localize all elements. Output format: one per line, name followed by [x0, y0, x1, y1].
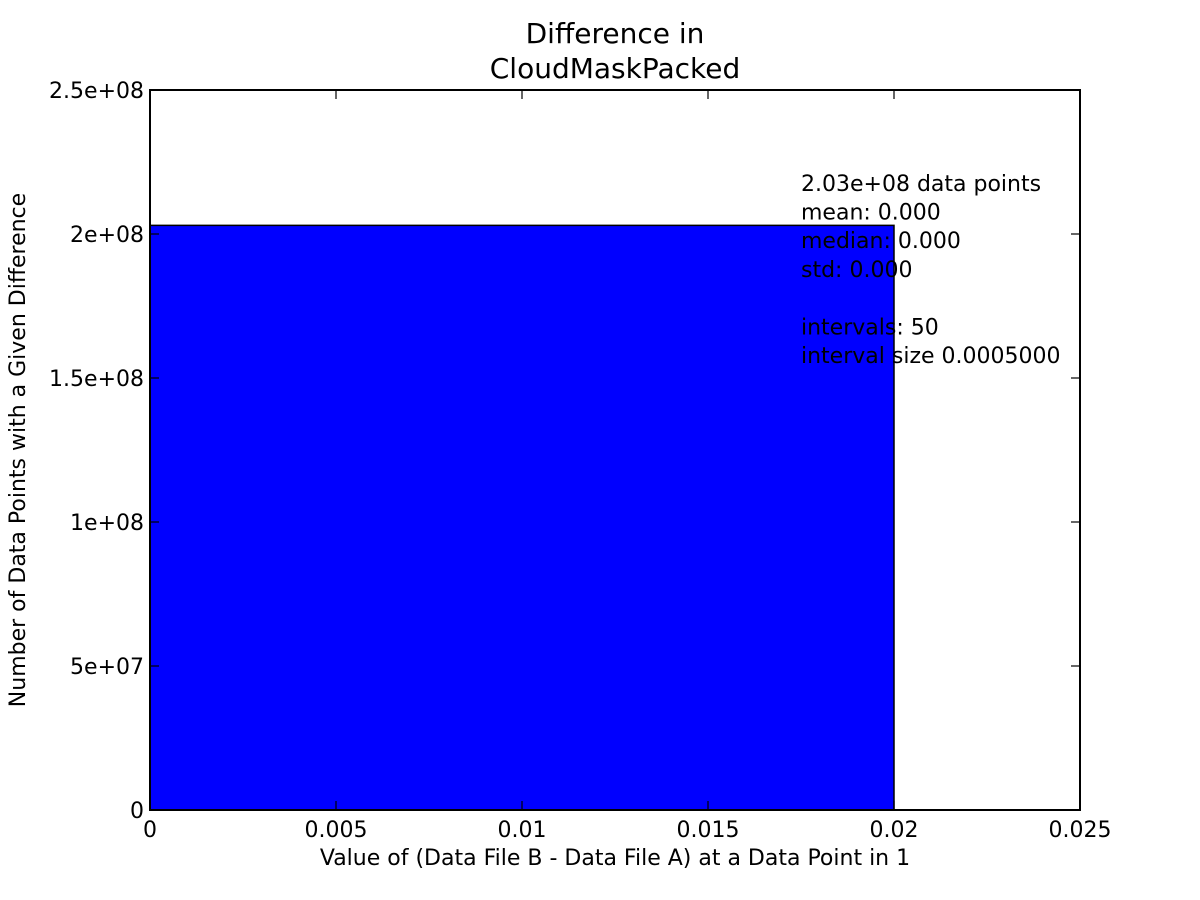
x-tick-label-3: 0.015	[677, 818, 740, 843]
annotation-line-0: 2.03e+08 data points	[801, 172, 1041, 197]
y-tick-label-1: 5e+07	[70, 655, 144, 680]
annotation-line-5: intervals: 50	[801, 315, 939, 340]
y-tick-label-5: 2.5e+08	[49, 79, 144, 104]
annotation-line-3: std: 0.000	[801, 258, 912, 283]
x-tick-label-2: 0.01	[498, 818, 547, 843]
stats-annotation: 2.03e+08 data points mean: 0.000 median: 0…	[801, 172, 1061, 369]
x-tick-label-1: 0.005	[305, 818, 368, 843]
x-axis-label: Value of (Data File B - Data File A) at …	[320, 846, 910, 871]
x-tick-label-0: 0	[143, 818, 157, 843]
x-tick-label-4: 0.02	[870, 818, 919, 843]
plot-area-frame	[149, 89, 1081, 811]
y-axis-label: Number of Data Points with a Given Diffe…	[6, 193, 31, 707]
x-tick-labels: 0 0.005 0.01 0.015 0.02 0.025	[143, 818, 1111, 843]
y-tick-labels: 0 5e+07 1e+08 1.5e+08 2e+08 2.5e+08	[49, 79, 144, 824]
y-tick-label-2: 1e+08	[70, 511, 144, 536]
annotation-line-2: median: 0.000	[801, 229, 961, 254]
chart-title-line-1: Difference in	[526, 17, 705, 50]
histogram-bar-0	[149, 224, 895, 811]
y-tick-label-4: 2e+08	[70, 223, 144, 248]
y-tick-label-0: 0	[130, 799, 144, 824]
y-tick-label-3: 1.5e+08	[49, 367, 144, 392]
x-tick-label-5: 0.025	[1049, 818, 1112, 843]
annotation-line-6: interval size 0.0005000	[801, 344, 1061, 369]
chart-title-line-2: CloudMaskPacked	[490, 52, 741, 85]
bars-layer	[149, 224, 895, 811]
annotation-line-1: mean: 0.000	[801, 201, 941, 226]
